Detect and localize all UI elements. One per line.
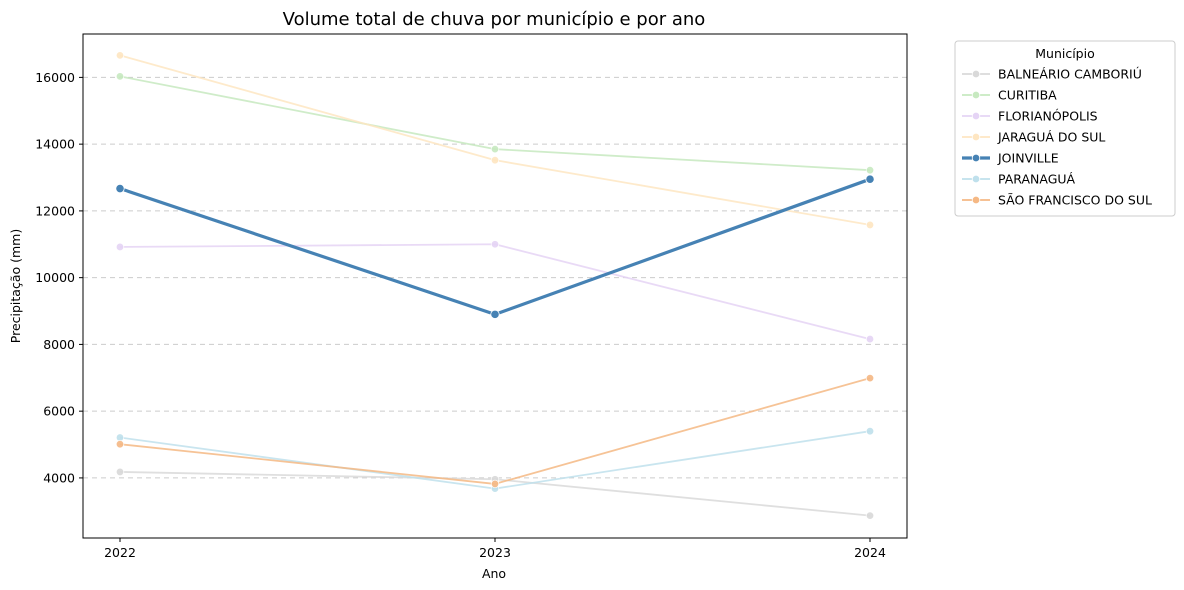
y-tick-label: 6000: [43, 404, 75, 419]
data-point-jaragua-do-sul: [490, 155, 500, 165]
data-point-florianopolis: [490, 240, 500, 249]
data-point-sao-francisco-do-sul: [115, 440, 125, 449]
legend-marker-balneario-camboriu: [971, 69, 981, 79]
legend-marker-jaragua-do-sul: [971, 132, 981, 142]
y-tick-label: 14000: [35, 137, 75, 152]
x-tick-label: 2024: [854, 545, 886, 560]
legend-label-curitiba: CURITIBA: [998, 88, 1057, 103]
data-point-florianopolis: [865, 334, 875, 344]
legend-marker-florianopolis: [971, 111, 981, 121]
data-point-joinville: [115, 183, 125, 194]
legend-label-balneario-camboriu: BALNEÁRIO CAMBORIÚ: [998, 67, 1142, 82]
data-point-balneario-camboriu: [865, 511, 875, 520]
y-axis-label: Precipitação (mm): [8, 229, 23, 343]
legend-label-joinville: JOINVILLE: [997, 151, 1059, 166]
data-point-paranagua: [865, 426, 875, 436]
series-lines: [119, 54, 871, 517]
legend-marker-sao-francisco-do-sul: [971, 195, 981, 205]
x-tick-label: 2023: [479, 545, 511, 560]
legend-label-florianopolis: FLORIANÓPOLIS: [998, 109, 1098, 124]
y-tick-label: 10000: [35, 270, 75, 285]
data-point-joinville: [490, 309, 500, 319]
data-point-jaragua-do-sul: [865, 220, 875, 230]
x-axis: 2022 2023 2024: [104, 538, 886, 560]
legend-title: Município: [1035, 46, 1095, 61]
legend-label-jaragua-do-sul: JARAGUÁ DO SUL: [997, 130, 1105, 145]
legend: Município BALNEÁRIO CAMBORIÚ CURITIBA FLOR…: [954, 40, 1176, 217]
legend-items: BALNEÁRIO CAMBORIÚ CURITIBA FLORIANÓPOLIS J…: [962, 67, 1152, 208]
data-point-curitiba: [490, 144, 500, 154]
data-point-curitiba: [115, 72, 125, 81]
y-tick-label: 16000: [35, 70, 75, 85]
y-axis: 4000 6000 8000 10000 12000 14000 16000: [35, 70, 83, 485]
y-tick-label: 4000: [43, 470, 75, 485]
data-point-joinville: [865, 174, 875, 184]
series-markers: [115, 51, 875, 520]
legend-box: [954, 40, 1176, 217]
legend-label-sao-francisco-do-sul: SÃO FRANCISCO DO SUL: [998, 193, 1152, 208]
chart-title: Volume total de chuva por município e po…: [283, 9, 706, 30]
data-point-jaragua-do-sul: [115, 51, 125, 60]
legend-marker-paranagua: [971, 174, 981, 184]
y-tick-label: 8000: [43, 337, 75, 352]
data-point-florianopolis: [115, 242, 125, 252]
data-point-balneario-camboriu: [115, 467, 125, 477]
y-tick-label: 12000: [35, 203, 75, 218]
x-tick-label: 2022: [104, 545, 136, 560]
series-line-florianopolis: [119, 243, 871, 340]
x-axis-label: Ano: [482, 566, 506, 581]
series-line-sao-francisco-do-sul: [119, 377, 871, 485]
legend-label-paranagua: PARANAGUÁ: [998, 172, 1076, 187]
data-point-curitiba: [865, 165, 875, 175]
series-line-jaragua-do-sul: [119, 54, 871, 226]
data-point-sao-francisco-do-sul: [490, 479, 500, 489]
legend-marker-curitiba: [971, 90, 981, 100]
data-point-sao-francisco-do-sul: [865, 373, 875, 383]
plot-frame: [82, 33, 908, 539]
legend-marker-joinville: [971, 153, 981, 163]
grid-lines: [83, 76, 907, 479]
